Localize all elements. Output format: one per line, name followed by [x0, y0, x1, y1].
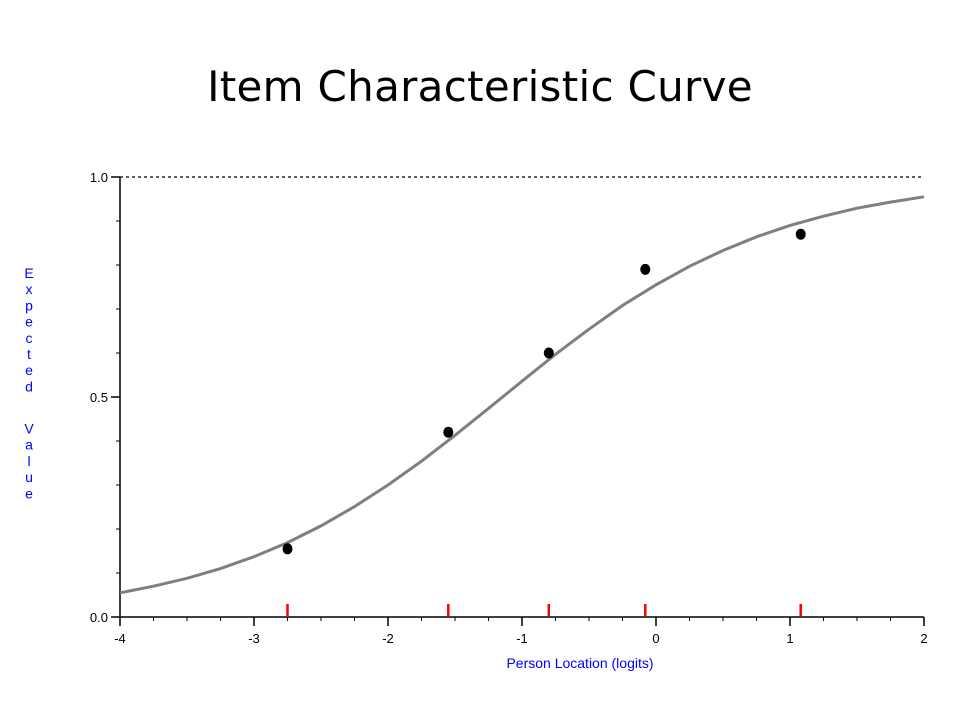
observed-point	[282, 543, 293, 555]
y-tick-label: 0.0	[90, 610, 108, 625]
svg-text:x: x	[26, 281, 33, 297]
svg-text:E: E	[24, 265, 33, 281]
svg-text:l: l	[27, 453, 30, 469]
y-tick-label: 1.0	[90, 170, 108, 185]
x-tick-label: 0	[652, 631, 659, 646]
x-tick-label: 1	[786, 631, 793, 646]
observed-point	[543, 347, 554, 359]
slide-title: Item Characteristic Curve	[207, 62, 753, 111]
x-tick-label: 2	[920, 631, 927, 646]
svg-text:u: u	[25, 469, 33, 485]
svg-text:e: e	[25, 485, 33, 501]
y-tick-label: 0.5	[90, 390, 108, 405]
svg-text:V: V	[24, 421, 34, 437]
x-tick-label: -1	[516, 631, 528, 646]
observed-point	[640, 263, 651, 275]
x-axis-label: Person Location (logits)	[506, 655, 653, 671]
x-tick-label: -2	[382, 631, 394, 646]
svg-text:a: a	[25, 437, 33, 453]
svg-text:c: c	[26, 330, 33, 346]
svg-text:e: e	[25, 314, 33, 330]
x-tick-label: -4	[114, 631, 126, 646]
svg-text:d: d	[25, 378, 33, 394]
expected-value-curve	[119, 195, 925, 595]
svg-text:t: t	[27, 346, 31, 362]
x-tick-label: -3	[248, 631, 260, 646]
svg-text:p: p	[25, 297, 33, 313]
observed-point	[795, 228, 806, 240]
svg-text:e: e	[25, 362, 33, 378]
observed-point	[443, 426, 454, 438]
